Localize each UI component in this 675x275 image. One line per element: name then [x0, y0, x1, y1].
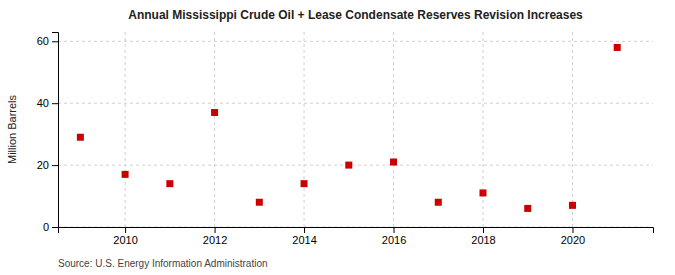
tick-label: 2020 [561, 234, 585, 246]
axis-line [52, 33, 59, 228]
tick: 2016 [382, 227, 406, 246]
point [435, 199, 442, 206]
title: Annual Mississippi Crude Oil + Lease Con… [128, 8, 583, 22]
plot-area: 2010 2012 2014 2016 2018 2020 0 20 40 60 [37, 32, 654, 246]
y-axis-label: Million Barrels [6, 94, 18, 164]
points [77, 44, 621, 212]
grid [58, 32, 653, 227]
grid-line-y [58, 41, 653, 42]
tick-label: 2012 [203, 234, 227, 246]
tick-mark [483, 227, 484, 233]
point [569, 202, 576, 209]
tick: 2018 [471, 227, 495, 246]
tick-mark [572, 227, 573, 233]
tick: 2012 [203, 227, 227, 246]
source-note: Source: U.S. Energy Information Administ… [58, 258, 268, 269]
tick: 0 [43, 221, 58, 233]
tick-mark [52, 41, 58, 42]
tick: 40 [37, 97, 58, 109]
tick-label: 0 [43, 221, 49, 233]
y-axis: 0 20 40 60 [37, 33, 59, 234]
tick-mark [215, 227, 216, 233]
grid-line-x [304, 32, 305, 227]
point [77, 134, 84, 141]
tick-mark [52, 165, 58, 166]
point [614, 44, 621, 51]
grid-line-x [393, 32, 394, 227]
grid-line-y [58, 165, 653, 166]
tick: 20 [37, 159, 58, 171]
x-axis: 2010 2012 2014 2016 2018 2020 [59, 227, 654, 246]
tick-label: 2010 [113, 234, 137, 246]
grid-line-x [483, 32, 484, 227]
grid-line-x [214, 32, 215, 227]
tick-mark [52, 103, 58, 104]
chart-container: 2010 2012 2014 2016 2018 2020 0 20 40 60 Annual Mi… [0, 0, 675, 275]
point [345, 162, 352, 169]
tick-label: 2018 [471, 234, 495, 246]
tick-label: 60 [37, 35, 49, 47]
tick-mark [125, 227, 126, 233]
point [211, 109, 218, 116]
grid-line-x [125, 32, 126, 227]
point [122, 171, 129, 178]
tick: 2014 [292, 227, 316, 246]
tick-mark [52, 227, 58, 228]
tick-mark [304, 227, 305, 233]
tick-mark [394, 227, 395, 233]
tick: 2020 [561, 227, 585, 246]
tick: 2010 [113, 227, 137, 246]
grid-line-y [58, 103, 653, 104]
point [390, 159, 397, 166]
tick-label: 2016 [382, 234, 406, 246]
tick-label: 2014 [292, 234, 316, 246]
point [166, 180, 173, 187]
tick-label: 40 [37, 97, 49, 109]
point [524, 205, 531, 212]
point [480, 189, 487, 196]
chart-svg: 2010 2012 2014 2016 2018 2020 0 20 40 60 Annual Mi… [0, 0, 675, 275]
grid-line-x [572, 32, 573, 227]
tick-label: 20 [37, 159, 49, 171]
point [301, 180, 308, 187]
point [256, 199, 263, 206]
axis-line [59, 228, 654, 234]
tick: 60 [37, 35, 58, 47]
